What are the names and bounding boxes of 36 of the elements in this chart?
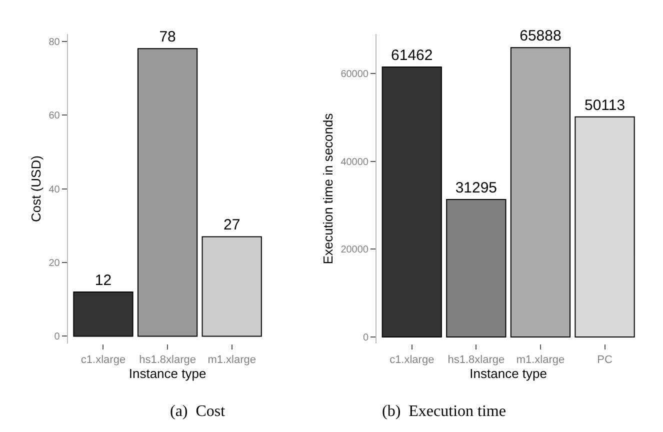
bar	[137, 48, 198, 337]
text: (a) Cost	[170, 403, 226, 420]
x-axis-title: Instance type	[128, 366, 206, 381]
x-tick-label: hs1.8xlarge	[139, 354, 196, 366]
bar	[382, 66, 442, 338]
y-tick-label: 60	[48, 110, 60, 122]
y-tick-label: 20	[48, 258, 60, 269]
y-axis-title: Cost (USD)	[28, 156, 44, 222]
data-label: 65888	[520, 28, 562, 45]
x-axis-title: Instance type	[470, 366, 547, 381]
data-label: 12	[94, 272, 112, 289]
x-tick-label: hs1.8xlarge	[448, 354, 505, 366]
bar	[574, 116, 635, 338]
y-tick-label: 60000	[340, 68, 369, 80]
text: (b) Execution time	[382, 403, 506, 420]
y-tick-label: 40000	[340, 156, 369, 168]
x-tick-label: c1.xlarge	[390, 354, 434, 366]
data-label: 50113	[584, 96, 626, 114]
bar	[202, 236, 262, 337]
y-tick-label: 0	[362, 332, 369, 344]
y-tick-label: 20000	[340, 244, 369, 256]
x-tick-label: m1.xlarge	[516, 354, 565, 366]
data-label: 61462	[391, 47, 433, 64]
data-label: 27	[223, 216, 240, 234]
bar	[446, 199, 506, 338]
x-tick-label: c1.xlarge	[80, 354, 126, 366]
y-axis-title: Execution time in seconds	[320, 112, 336, 264]
x-tick-label: PC	[597, 354, 612, 366]
x-tick-label: m1.xlarge	[208, 354, 256, 366]
data-label: 78	[159, 28, 176, 46]
data-label: 31295	[455, 180, 498, 197]
bar	[510, 47, 571, 338]
y-tick-label: 80	[48, 36, 60, 48]
y-tick-label: 0	[54, 332, 60, 343]
y-tick-label: 40	[48, 184, 60, 196]
bar	[73, 291, 134, 337]
